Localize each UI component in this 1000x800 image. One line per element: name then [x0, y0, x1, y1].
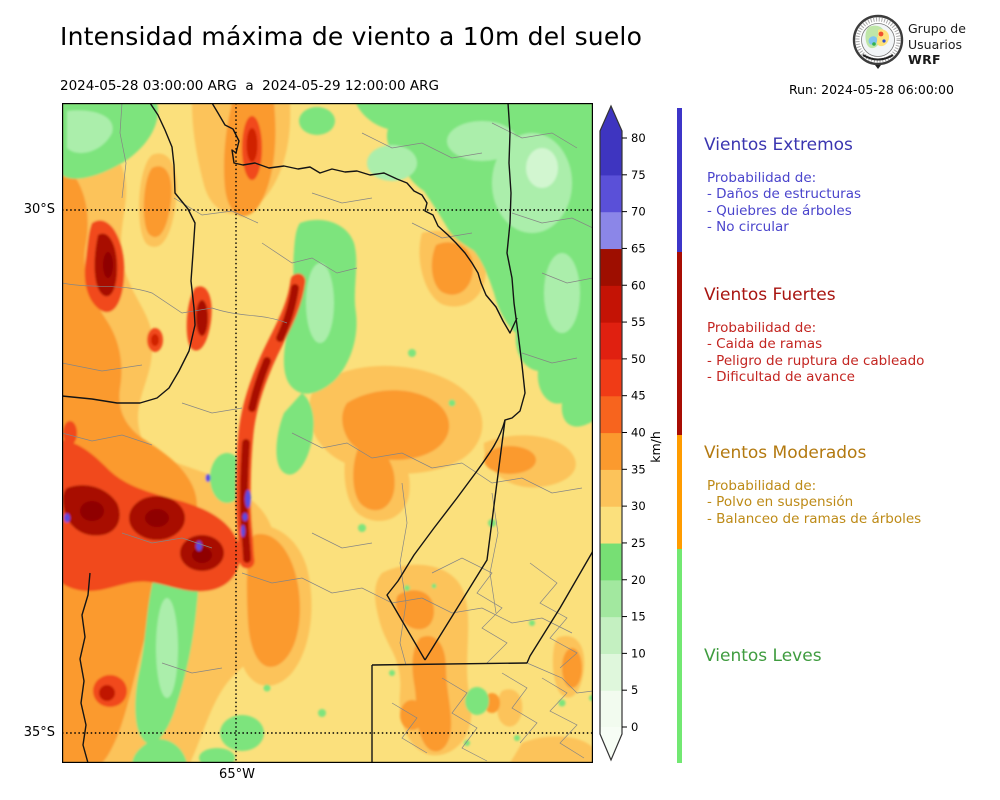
logo-text-line1: Grupo de	[908, 21, 966, 36]
colorbar-tick-label: 65	[631, 241, 646, 255]
legend-vientos-fuertes: Vientos Fuertes Probabilidad de: - Caida…	[704, 285, 994, 386]
category-strip-segment	[677, 252, 682, 435]
colorbar-band	[600, 506, 622, 544]
colorbar-band	[600, 690, 622, 728]
colorbar-tick-label: 50	[631, 352, 646, 366]
category-item: Probabilidad de:	[707, 320, 817, 336]
colorbar-tick-label: 30	[631, 499, 646, 513]
colorbar-band	[600, 653, 622, 691]
category-item: - Quiebres de árboles	[707, 202, 852, 219]
category-title: Vientos Moderados	[704, 443, 867, 463]
logo-text-line3: WRF	[908, 52, 941, 67]
category-item: - No circular	[707, 219, 789, 236]
colorbar-unit-label: km/h	[648, 431, 663, 463]
colorbar-over-arrow	[600, 106, 622, 138]
logo-globe-icon	[852, 14, 904, 69]
category-item: - Dificultad de avance	[707, 369, 855, 386]
colorbar-tick-label: 55	[631, 315, 646, 329]
category-item: - Polvo en suspensión	[707, 494, 854, 511]
colorbar-tick-label: 20	[631, 573, 646, 587]
colorbar: 0 5 10 15 20 25 30 35 40 45 50 55 60 65 70 75 80 km/h	[596, 100, 696, 790]
colorbar-tick-label: 10	[631, 646, 646, 660]
wind-map	[62, 103, 593, 763]
lat-label-30s: 30°S	[23, 202, 55, 217]
colorbar-band	[600, 138, 622, 176]
colorbar-tick-label: 75	[631, 168, 646, 182]
model-run-label: Run: 2024-05-28 06:00:00	[789, 82, 954, 97]
legend-vientos-moderados: Vientos Moderados Probabilidad de: - Pol…	[704, 443, 994, 527]
category-strip-segment	[677, 549, 682, 763]
page-title: Intensidad máxima de viento a 10m del su…	[60, 22, 643, 51]
colorbar-under-arrow	[600, 727, 622, 760]
colorbar-band	[600, 469, 622, 507]
category-title: Vientos Leves	[704, 646, 822, 666]
colorbar-tick-label: 0	[631, 720, 638, 734]
colorbar-svg: 0 5 10 15 20 25 30 35 40 45 50 55 60 65 70 75 80 km/h	[599, 104, 663, 762]
map-border	[62, 103, 593, 763]
colorbar-outline	[599, 104, 623, 762]
category-item: - Daños de estructuras	[707, 186, 862, 203]
logo-text-line2: Usuarios	[908, 36, 963, 52]
colorbar-band	[600, 174, 622, 213]
logo-text: Grupo de Usuarios WRF	[908, 21, 966, 68]
category-item: Probabilidad de:	[707, 170, 817, 186]
colorbar-band	[600, 285, 622, 323]
colorbar-band	[600, 211, 622, 250]
lat-label-35s: 35°S	[23, 725, 55, 740]
colorbar-tick-label: 70	[631, 205, 646, 219]
lon-label-65w: 65°W	[219, 767, 255, 782]
graticule-lines	[62, 103, 593, 763]
category-strip-segment	[677, 108, 682, 252]
category-item: - Caida de ramas	[707, 336, 823, 353]
category-item: - Peligro de ruptura de cableado	[707, 352, 925, 369]
colorbar-band	[600, 616, 622, 654]
colorbar-band	[600, 322, 622, 360]
colorbar-tick-label: 25	[631, 536, 646, 550]
colorbar-tick-label: 80	[631, 131, 646, 145]
category-title: Vientos Fuertes	[704, 285, 836, 305]
colorbar-band	[600, 248, 622, 286]
category-title: Vientos Extremos	[704, 135, 853, 155]
legend-vientos-extremos: Vientos Extremos Probabilidad de: - Daño…	[704, 135, 994, 236]
province-borders	[62, 103, 593, 763]
wrf-logo	[851, 13, 905, 69]
colorbar-tick-label: 15	[631, 610, 646, 624]
colorbar-band	[600, 358, 622, 397]
colorbar-tick-label: 45	[631, 389, 646, 403]
colorbar-band	[600, 395, 622, 434]
colorbar-tick-label: 35	[631, 462, 646, 476]
colorbar-band	[600, 579, 622, 618]
category-strip-segment	[677, 435, 682, 549]
colorbar-tick-label: 40	[631, 426, 646, 440]
colorbar-band	[600, 542, 622, 581]
colorbar-tick-label: 5	[631, 683, 638, 697]
forecast-period: 2024-05-28 03:00:00 ARG a 2024-05-29 12:…	[60, 78, 439, 94]
category-item: Probabilidad de:	[707, 478, 817, 494]
legend-vientos-leves: Vientos Leves	[704, 646, 994, 681]
colorbar-band	[600, 432, 622, 470]
wind-map-svg	[62, 103, 593, 763]
colorbar-tick-label: 60	[631, 278, 646, 292]
department-borders	[62, 103, 593, 762]
wind-field-layer	[62, 103, 593, 763]
category-item: - Balanceo de ramas de árboles	[707, 510, 922, 527]
